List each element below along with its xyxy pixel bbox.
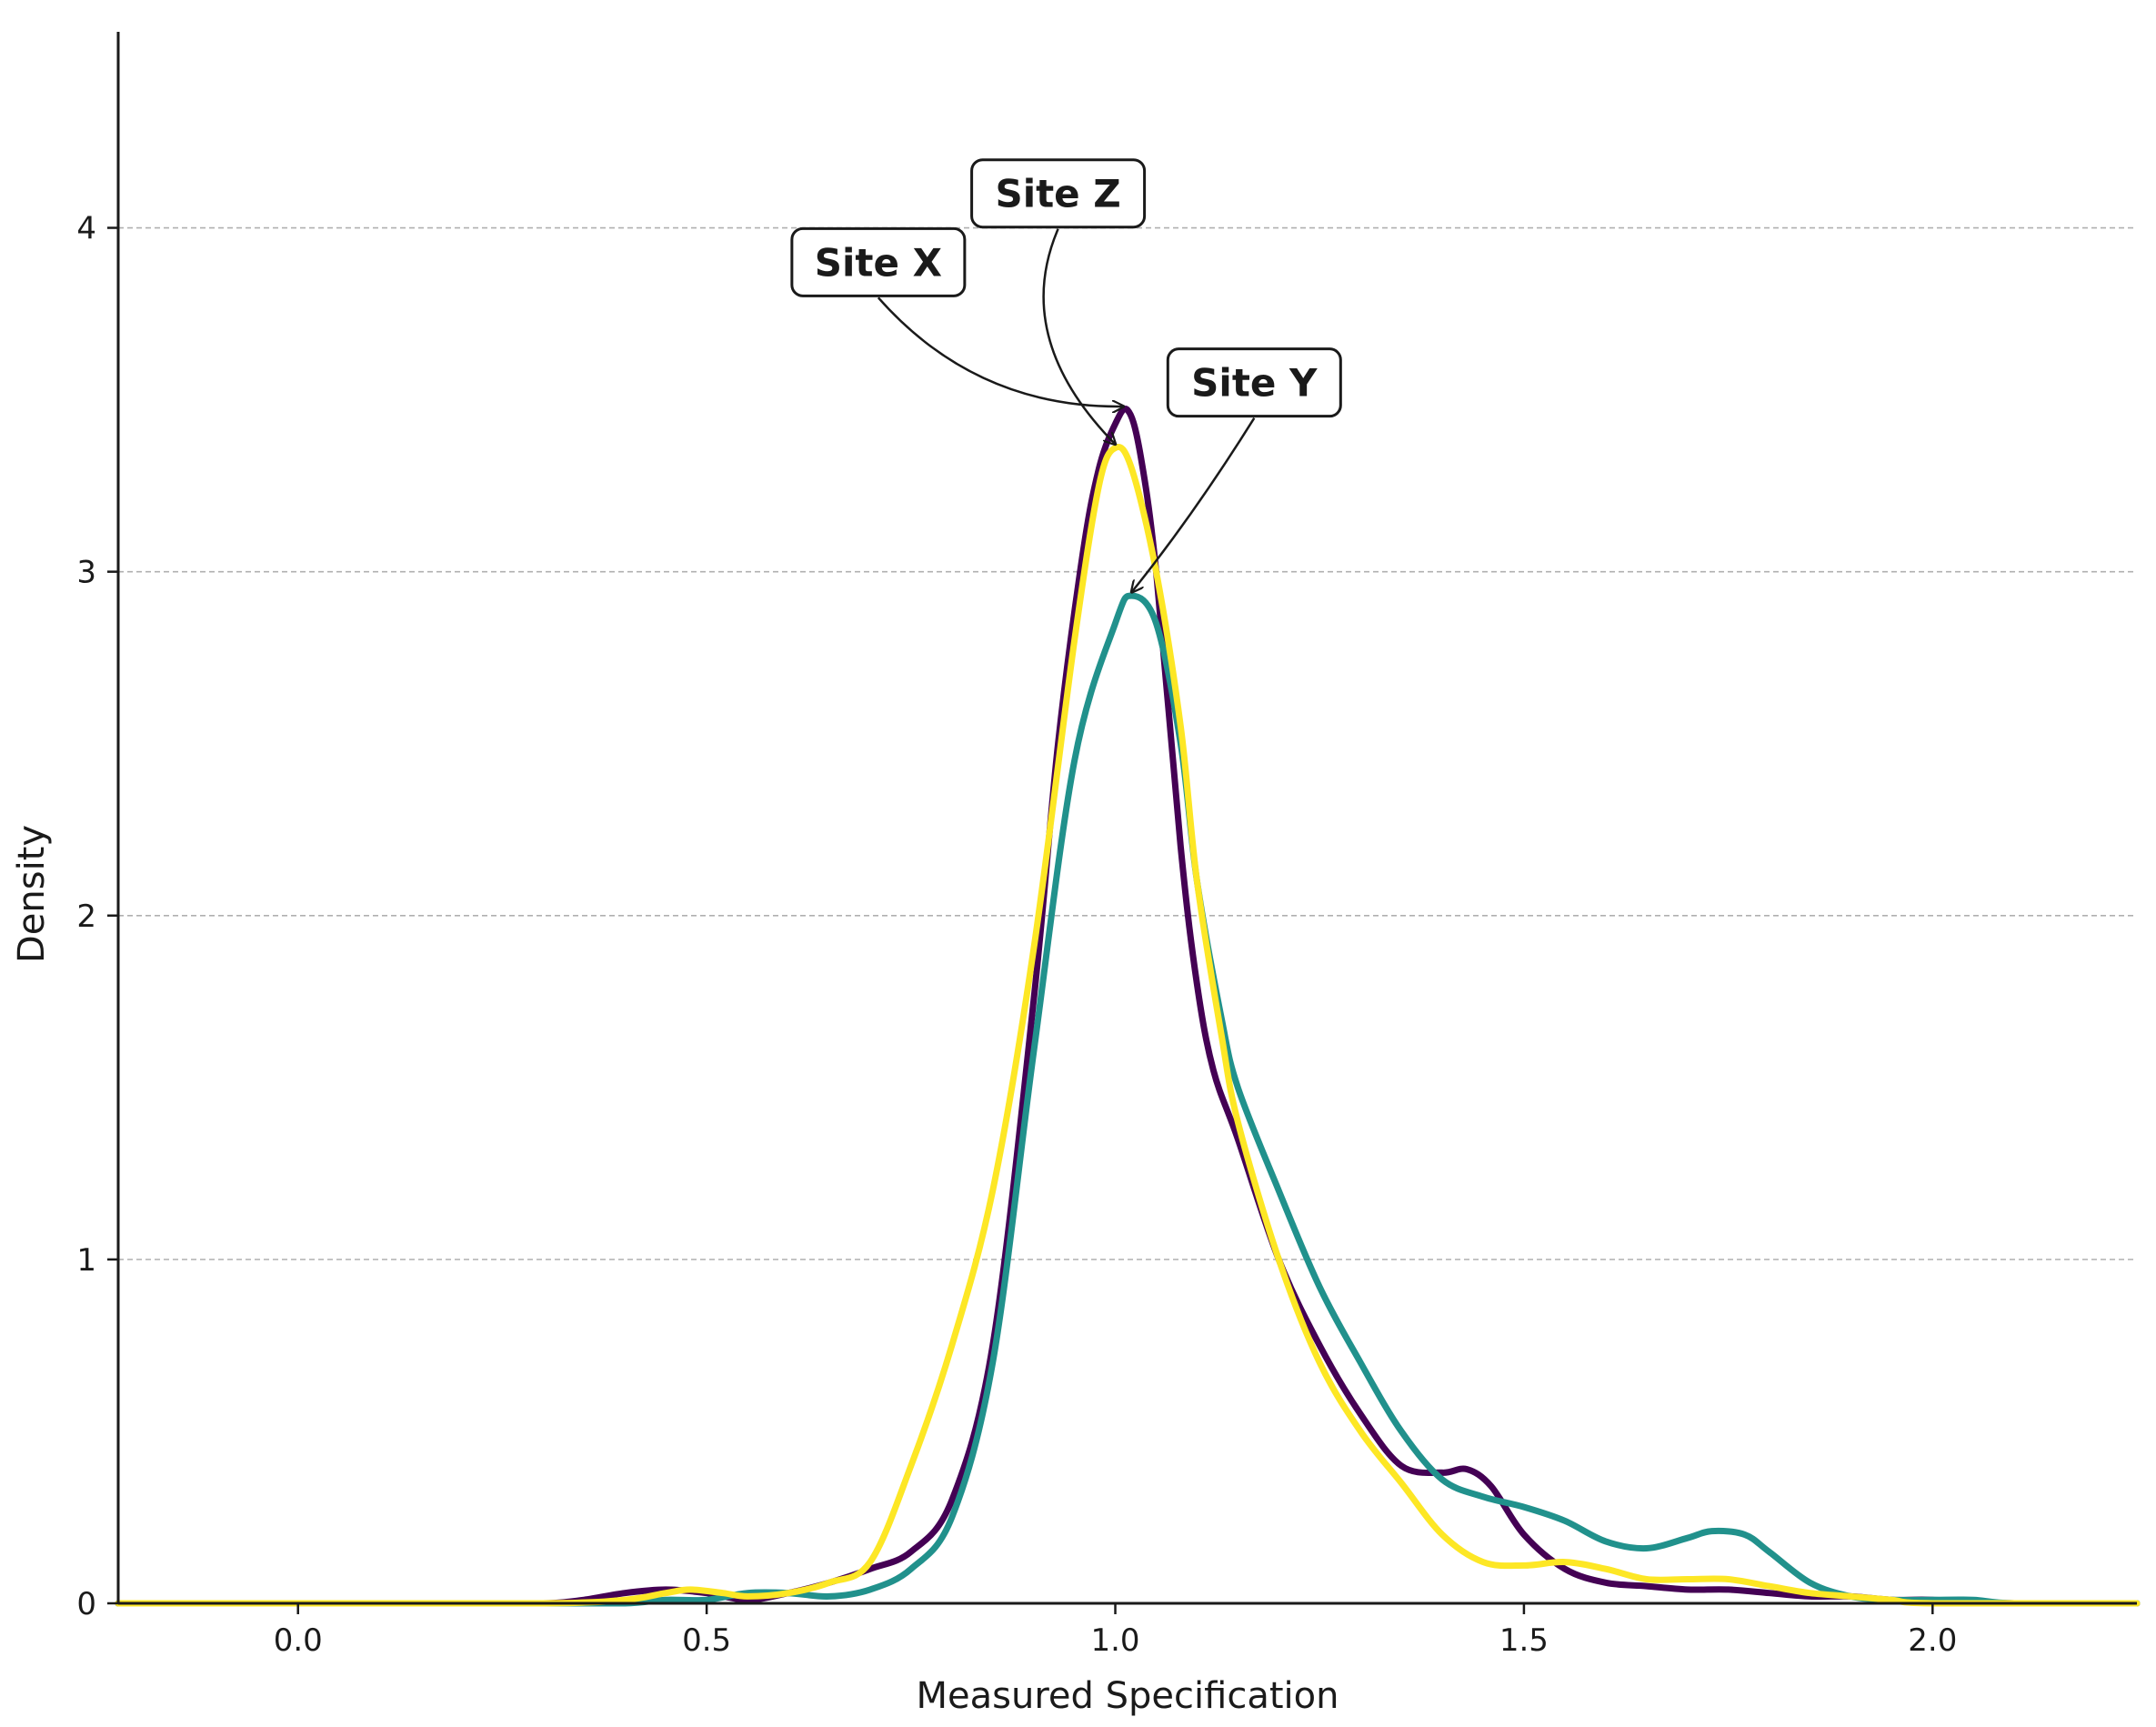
series-line-site-x — [115, 406, 2141, 1607]
y-ticks: 0 1 2 3 4 — [76, 211, 118, 1622]
grid-lines — [118, 226, 2137, 1260]
annotation-label-site-z: Site Z — [995, 172, 1120, 216]
annotation-arrow-site-y — [1131, 417, 1256, 592]
annotation-site-y: Site Y — [1131, 347, 1342, 592]
x-tick-label-0: 0.0 — [274, 1622, 323, 1659]
y-tick-label-1: 1 — [76, 1242, 96, 1279]
annotations: Site X Site Z Site Y — [790, 158, 1342, 592]
annotation-arrow-site-z — [1042, 228, 1116, 445]
x-ticks: 0.0 0.5 1.0 1.5 2.0 — [274, 1603, 1957, 1659]
x-tick-label-2: 1.0 — [1090, 1622, 1139, 1659]
annotation-box-site-z — [970, 158, 1147, 229]
x-tick-label-1: 0.5 — [682, 1622, 731, 1659]
annotation-label-site-x: Site X — [815, 240, 942, 285]
annotation-site-x: Site X — [790, 226, 1124, 407]
annotation-arrow-site-x — [877, 296, 1124, 407]
x-tick-label-4: 2.0 — [1908, 1622, 1957, 1659]
x-tick-label-3: 1.5 — [1499, 1622, 1549, 1659]
annotation-site-z: Site Z — [970, 158, 1147, 445]
series-lines — [115, 406, 2141, 1607]
y-axis-title: Density — [11, 825, 53, 963]
annotation-label-site-y: Site Y — [1191, 361, 1318, 406]
y-tick-label-2: 2 — [76, 899, 96, 935]
series-line-site-z — [115, 444, 2141, 1607]
y-tick-label-3: 3 — [76, 555, 96, 591]
series-line-site-y — [115, 592, 2141, 1607]
annotation-box-site-y — [1166, 347, 1342, 418]
x-axis-title: Measured Specification — [917, 1675, 1339, 1717]
annotation-box-site-x — [790, 226, 967, 297]
axes — [116, 32, 2137, 1605]
y-tick-label-4: 4 — [76, 211, 96, 247]
y-tick-label-0: 0 — [76, 1586, 96, 1622]
